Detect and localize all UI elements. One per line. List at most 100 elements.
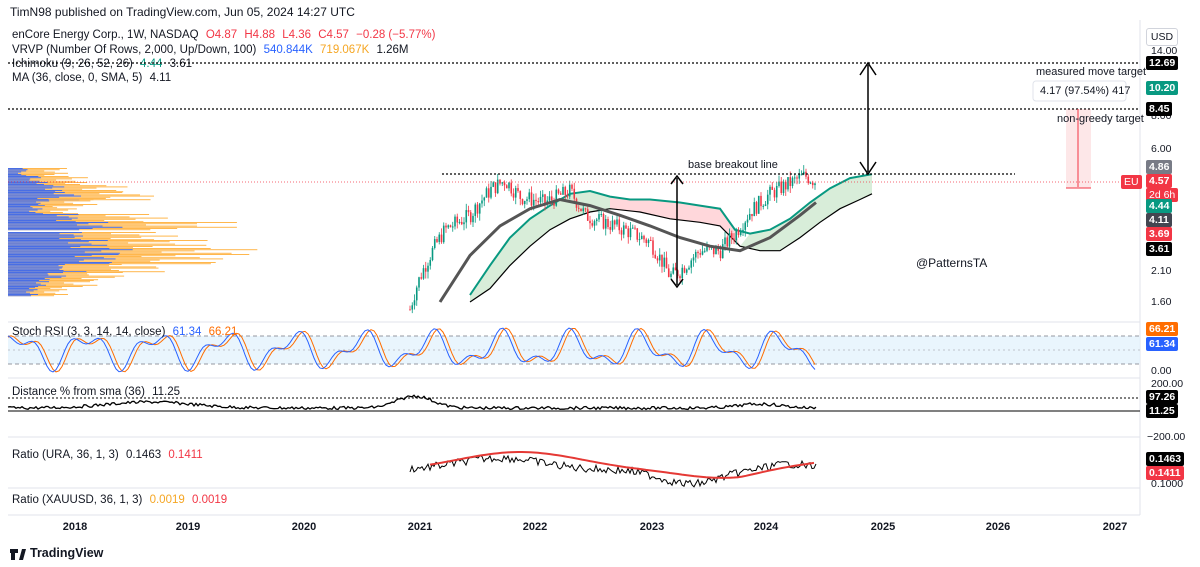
volume-profile-bar: [8, 193, 54, 195]
candle-body: [532, 199, 535, 206]
candle-body: [487, 188, 490, 198]
volume-profile-bar: [8, 257, 104, 259]
volume-profile-bar: [8, 213, 43, 215]
volume-profile-bar: [8, 280, 94, 281]
volume-profile-bar: [8, 170, 27, 172]
volume-profile-bar: [8, 215, 57, 217]
ratio-ura-v1: 0.1463: [125, 449, 162, 461]
volume-profile-bar: [8, 258, 116, 260]
candle-body: [762, 205, 765, 207]
volume-profile-bar: [8, 209, 38, 211]
volume-profile-bar: [8, 184, 45, 185]
candle-body: [595, 219, 598, 222]
candle-body: [697, 251, 699, 254]
tag-span-a: 4.44: [1146, 199, 1173, 213]
volume-profile-bar: [8, 183, 37, 185]
volume-profile-bar: [8, 188, 46, 190]
year-label: 2022: [522, 521, 548, 533]
candle-body: [440, 234, 443, 243]
candle-body: [663, 257, 666, 267]
candle-body: [580, 208, 582, 212]
volume-profile-bar: [8, 217, 168, 219]
volume-profile-bar: [8, 267, 62, 269]
candle-body: [800, 174, 803, 176]
stoch-d-value: 66.21: [208, 326, 238, 338]
vrvp-label: VRVP (Number Of Rows, 2,000, Up/Down, 10…: [12, 44, 257, 56]
tradingview-logo-icon: [10, 549, 26, 560]
candle-body: [559, 193, 562, 195]
volume-profile-bar: [8, 251, 85, 253]
candle-body: [782, 181, 785, 193]
eu-flag[interactable]: EU: [1121, 175, 1142, 189]
candle-body: [418, 277, 420, 288]
volume-profile-bar: [8, 256, 75, 257]
volume-profile-bar: [8, 271, 87, 273]
volume-profile-bar: [8, 205, 45, 207]
volume-profile-bar: [8, 238, 60, 239]
candle-body: [607, 219, 609, 228]
tradingview-brand[interactable]: TradingView: [30, 546, 104, 560]
volume-profile-bar: [8, 180, 40, 182]
volume-profile-bar: [8, 208, 43, 210]
ratio-ura-ma-tag: 0.1411: [1146, 466, 1184, 480]
volume-profile-bar: [8, 250, 102, 252]
volume-profile-bar: [8, 207, 33, 209]
volume-profile-bar: [8, 266, 157, 268]
volume-profile-bar: [8, 235, 178, 237]
candle-body: [409, 309, 411, 311]
candle-body: [420, 277, 423, 279]
candle-body: [649, 239, 652, 241]
vrvp-total: 1.26M: [376, 44, 409, 56]
volume-profile-bar: [8, 234, 74, 236]
stoch-k-line: [7, 327, 816, 373]
candle-body: [472, 215, 474, 223]
ichimoku-legend: Ichimoku (9, 26, 52, 26) 4.44 3.61: [12, 58, 196, 70]
measured-move-label: measured move target: [1036, 66, 1147, 78]
volume-profile-bar: [8, 249, 133, 251]
volume-profile-bar: [8, 240, 108, 241]
candle-body: [625, 225, 627, 229]
candle-body: [600, 213, 603, 215]
candle-body: [474, 204, 477, 216]
candle-body: [643, 235, 645, 240]
candle-body: [550, 196, 553, 201]
candle-body: [771, 186, 774, 190]
candle-body: [681, 267, 684, 279]
candle-body: [811, 182, 814, 186]
currency-button[interactable]: USD: [1146, 28, 1178, 46]
ma-line: [438, 197, 817, 303]
candle-body: [739, 231, 742, 235]
ratio-ura-line: [409, 454, 817, 488]
candle-body: [411, 305, 414, 310]
year-label: 2021: [407, 521, 433, 533]
volume-profile-bar: [8, 218, 72, 220]
candle-body: [469, 212, 472, 223]
breakout-label: base breakout line: [688, 159, 778, 171]
price-tick: 2.10: [1151, 265, 1172, 277]
volume-profile-bar: [8, 220, 57, 221]
candle-body: [483, 197, 486, 201]
candle-body: [764, 204, 767, 206]
volume-profile-bar: [8, 168, 23, 169]
candle-body: [555, 189, 558, 206]
candle-body: [458, 221, 461, 223]
candle-body: [798, 174, 801, 179]
candle-body: [485, 188, 488, 198]
candle-body: [629, 228, 632, 238]
ma-value: 4.11: [149, 72, 172, 84]
candle-body: [766, 194, 769, 205]
projection-arrowheads: [859, 61, 877, 176]
volume-profile-bar: [8, 222, 109, 223]
tag-low: 3.69: [1146, 227, 1173, 241]
volume-profile-bar: [8, 212, 36, 213]
volume-profile-bar: [8, 209, 69, 211]
ratio-ura-legend: Ratio (URA, 36, 1, 3) 0.1463 0.1411: [12, 449, 207, 461]
volume-profile-bar: [8, 284, 46, 286]
candle-body: [609, 227, 612, 230]
volume-profile-bar: [8, 195, 82, 197]
stoch-tick: 0.00: [1151, 365, 1172, 377]
publish-info: TimN98 published on TradingView.com, Jun…: [10, 5, 355, 19]
year-label: 2019: [175, 521, 201, 533]
year-label: 2027: [1102, 521, 1128, 533]
